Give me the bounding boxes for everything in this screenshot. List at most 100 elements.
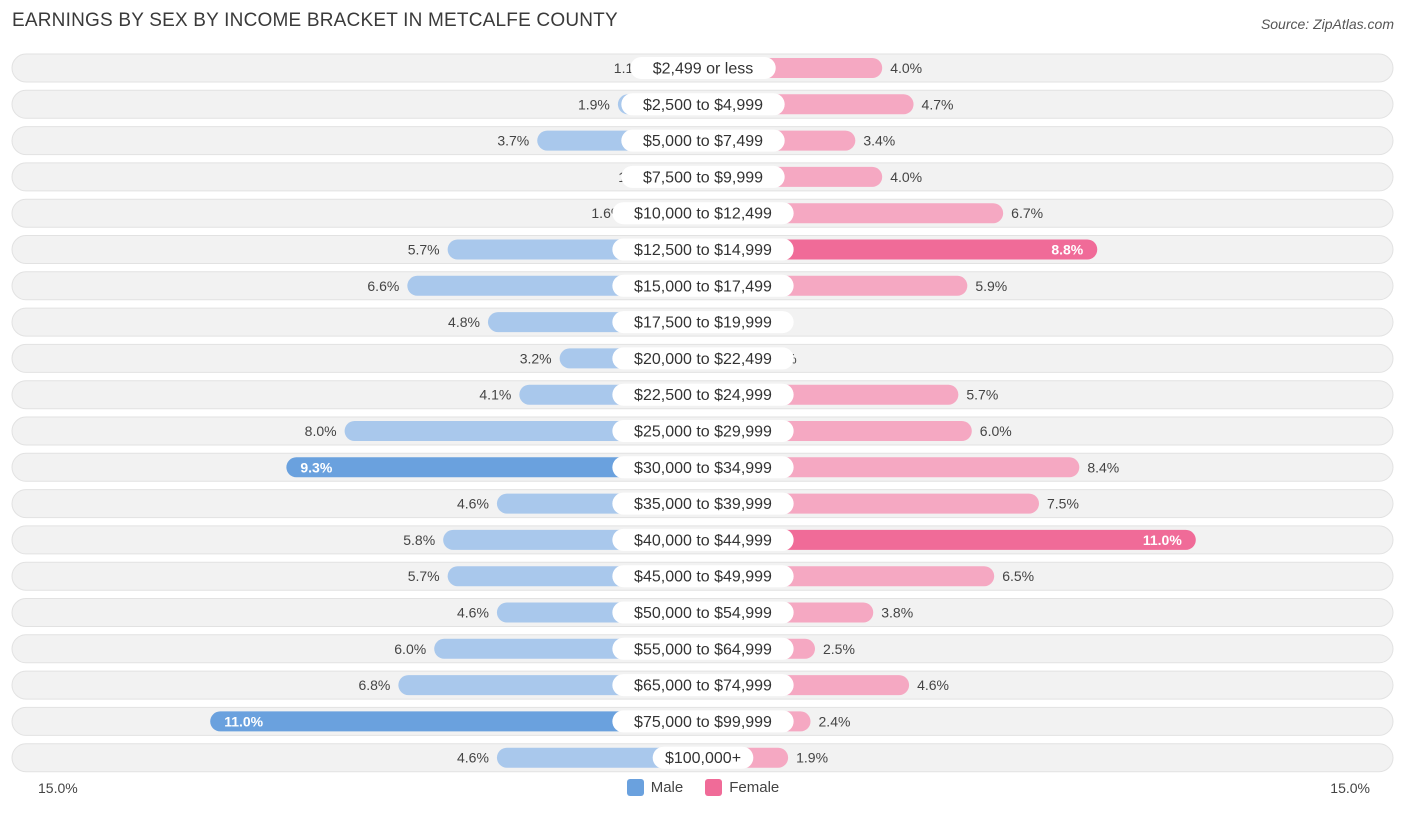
source-note: Source: ZipAtlas.com xyxy=(1260,16,1394,32)
category-label: $40,000 to $44,999 xyxy=(634,532,772,549)
male-value-label: 5.7% xyxy=(408,242,440,258)
female-value-label: 6.0% xyxy=(980,423,1012,439)
male-value-label: 4.6% xyxy=(457,750,489,766)
legend-item-male[interactable]: Male xyxy=(626,779,684,796)
bar-row: 1.1% 4.0%$2,499 or less xyxy=(11,53,1394,83)
legend-label-male: Male xyxy=(650,779,684,796)
bar-row: 1.9% 4.7% $2,500 to $4,999 xyxy=(11,89,1394,119)
category-label: $50,000 to $54,999 xyxy=(634,605,772,622)
female-value-label: 3.4% xyxy=(863,133,895,149)
category-label: $2,500 to $4,999 xyxy=(643,97,763,114)
category-pill xyxy=(612,528,794,551)
male-value-label: 6.0% xyxy=(394,641,426,657)
category-pill xyxy=(612,238,794,261)
male-value-label: 5.8% xyxy=(403,532,435,548)
category-pill xyxy=(612,202,794,225)
category-pill xyxy=(621,129,785,152)
legend-item-female[interactable]: Female xyxy=(705,779,779,796)
female-value-label: 4.0% xyxy=(890,60,922,76)
bar-row: 4.6% 7.5% $35,000 to $39,999 xyxy=(11,489,1394,519)
category-label: $22,500 to $24,999 xyxy=(634,387,772,404)
category-label: $15,000 to $17,499 xyxy=(634,278,772,295)
bar-row: 4.6% 1.9% $100,000+ xyxy=(11,743,1394,773)
category-label: $10,000 to $12,499 xyxy=(634,206,772,223)
bar-row: 4.8%1.0%$17,500 to $19,999 xyxy=(11,307,1394,337)
bar-row: 6.8% 4.6% $65,000 to $74,999 xyxy=(11,670,1394,700)
bar-row: 1.6% 6.7%$10,000 to $12,499 xyxy=(11,198,1394,228)
female-value-label: 8.4% xyxy=(1087,459,1119,475)
bar-row: 6.6% 5.9% $15,000 to $17,499 xyxy=(11,271,1394,301)
category-label: $17,500 to $19,999 xyxy=(634,315,772,332)
category-label: $65,000 to $74,999 xyxy=(634,678,772,695)
bar-female[interactable] xyxy=(703,239,1098,260)
category-label: $25,000 to $29,999 xyxy=(634,424,772,441)
male-value-label: 4.8% xyxy=(448,314,480,330)
female-value-label: 2.4% xyxy=(819,713,851,729)
bar-row: 4.1% 5.7% $22,500 to $24,999 xyxy=(11,380,1394,410)
bar-row: 3.7% 3.4% $5,000 to $7,499 xyxy=(11,126,1394,156)
category-label: $20,000 to $22,499 xyxy=(634,351,772,368)
category-pill xyxy=(621,165,785,188)
bar-row: 8.0% 6.0% $25,000 to $29,999 xyxy=(11,416,1394,446)
bar-row: 9.3% 8.4% $30,000 to $34,999 xyxy=(11,452,1394,482)
category-label: $75,000 to $99,999 xyxy=(634,714,772,731)
female-value-label: 8.8% xyxy=(1051,242,1083,258)
bar-male[interactable] xyxy=(210,711,703,732)
bar-row: 4.6% 3.8% $50,000 to $54,999 xyxy=(11,598,1394,627)
male-value-label: 3.2% xyxy=(520,350,552,366)
female-value-label: 4.6% xyxy=(917,677,949,693)
category-label: $30,000 to $34,999 xyxy=(634,460,772,477)
category-pill xyxy=(652,746,754,769)
female-value-label: 5.7% xyxy=(966,387,998,403)
female-value-label: 6.5% xyxy=(1002,568,1034,584)
category-pill xyxy=(612,674,794,697)
female-value-label: 3.8% xyxy=(881,605,913,621)
bar-male[interactable] xyxy=(286,457,703,478)
bar-female[interactable] xyxy=(703,529,1196,550)
category-label: $12,500 to $14,999 xyxy=(634,242,772,259)
category-label: $100,000+ xyxy=(665,750,741,767)
category-pill xyxy=(612,347,794,370)
male-value-label: 4.1% xyxy=(479,387,511,403)
bar-row: 6.0% 2.5% $55,000 to $64,999 xyxy=(11,634,1394,664)
bar-row: 3.2%1.2%$20,000 to $22,499 xyxy=(11,343,1394,373)
category-pill xyxy=(612,383,794,406)
bar-male[interactable] xyxy=(344,421,703,441)
female-value-label: 4.0% xyxy=(890,169,922,185)
category-pill xyxy=(612,710,794,733)
category-pill xyxy=(630,57,776,79)
category-label: $5,000 to $7,499 xyxy=(643,133,763,150)
category-pill xyxy=(612,274,794,297)
category-label: $45,000 to $49,999 xyxy=(634,569,772,586)
female-value-label: 6.7% xyxy=(1011,205,1043,221)
bar-row: 5.7% 8.8% $12,500 to $14,999 xyxy=(11,235,1394,264)
axis-max-label: 15.0% xyxy=(1330,780,1370,796)
bar-male[interactable] xyxy=(496,747,703,768)
bar-female[interactable] xyxy=(703,457,1080,478)
category-label: $7,500 to $9,999 xyxy=(643,169,763,186)
male-value-label: 3.7% xyxy=(497,133,529,149)
female-value-label: 11.0% xyxy=(1143,532,1182,548)
category-label: $35,000 to $39,999 xyxy=(634,496,772,513)
male-value-label: 6.6% xyxy=(367,278,399,294)
male-value-label: 9.3% xyxy=(300,459,332,475)
female-value-label: 1.9% xyxy=(796,750,828,766)
female-value-label: 4.7% xyxy=(922,96,954,112)
legend-label-female: Female xyxy=(729,779,780,796)
chart-title: EARNINGS BY SEX BY INCOME BRACKET IN MET… xyxy=(12,10,618,31)
female-value-label: 2.5% xyxy=(823,641,855,657)
female-value-label: 7.5% xyxy=(1047,496,1079,512)
category-pill xyxy=(612,565,794,588)
female-value-label: 5.9% xyxy=(975,278,1007,294)
male-value-label: 5.7% xyxy=(408,568,440,584)
category-pill xyxy=(612,311,794,334)
category-pill xyxy=(612,601,794,624)
male-value-label: 6.8% xyxy=(358,677,390,693)
bar-row: 11.0% 2.4% $75,000 to $99,999 xyxy=(11,706,1394,736)
category-pill xyxy=(612,637,794,660)
male-value-label: 4.6% xyxy=(457,496,489,512)
category-pill xyxy=(621,93,785,116)
category-label: $2,499 or less xyxy=(653,61,754,78)
category-pill xyxy=(612,456,794,479)
